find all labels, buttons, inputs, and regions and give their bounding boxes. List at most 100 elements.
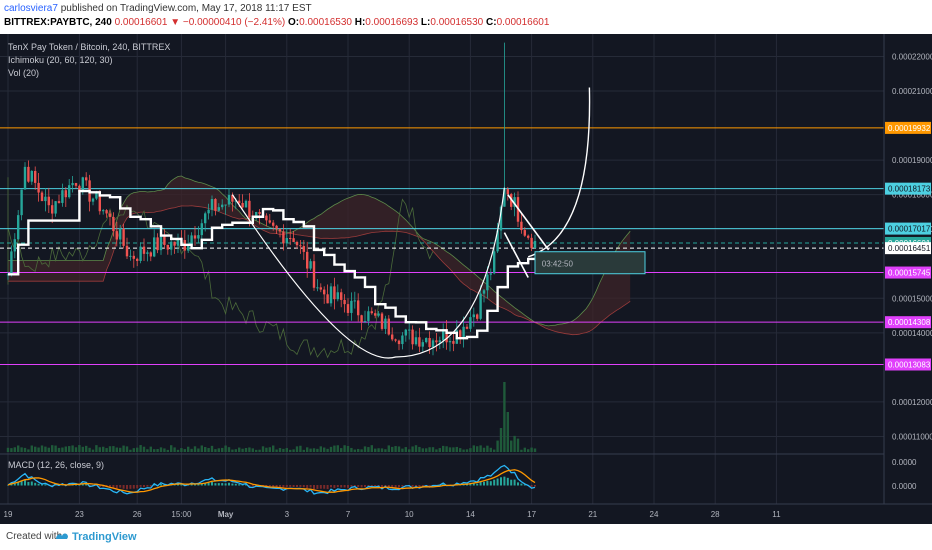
volume-bar bbox=[353, 449, 356, 452]
candle-body bbox=[414, 337, 418, 345]
close-value: 0.00016601 bbox=[496, 17, 550, 28]
volume-bar bbox=[20, 447, 23, 452]
chart-area[interactable]: 03:42:50 0.00022000 0.00021000 0.00019000 0… bbox=[0, 34, 932, 524]
macd-histogram-bar bbox=[81, 483, 84, 486]
flag-upper-line bbox=[507, 194, 550, 251]
volume-bar bbox=[153, 449, 156, 452]
price-tick-label: 0.00015000 bbox=[892, 294, 932, 303]
macd-histogram-bar bbox=[279, 485, 281, 487]
macd-histogram-bar bbox=[197, 484, 200, 486]
author-link[interactable]: carlosviera7 bbox=[4, 3, 58, 14]
macd-histogram-bar bbox=[500, 477, 502, 486]
candle-body bbox=[170, 241, 173, 250]
candle-body bbox=[401, 335, 404, 345]
price-level-tag bbox=[885, 266, 931, 279]
volume-bar bbox=[51, 445, 54, 452]
candle-body bbox=[476, 314, 479, 319]
volume-bar bbox=[44, 446, 47, 452]
volume-bar bbox=[81, 446, 84, 452]
price-tick-label: 0.00021000 bbox=[892, 87, 932, 96]
candle-body bbox=[102, 210, 105, 212]
candle-body bbox=[482, 290, 486, 294]
macd-histogram-bar bbox=[207, 482, 210, 486]
volume-bar bbox=[115, 447, 118, 452]
volume-bar bbox=[238, 447, 241, 452]
price-tick-label: 0.00019000 bbox=[892, 156, 932, 165]
macd-legend[interactable]: MACD (12, 26, close, 9) bbox=[8, 460, 105, 470]
volume-bar bbox=[23, 447, 27, 452]
macd-histogram-bar bbox=[251, 485, 254, 487]
price-tick-label: 0.00011000 bbox=[892, 432, 932, 441]
volume-bar bbox=[132, 448, 135, 452]
macd-histogram-bar bbox=[7, 485, 9, 486]
candle-body bbox=[156, 237, 159, 251]
senkou-span-b bbox=[8, 205, 631, 336]
volume-bar bbox=[520, 449, 523, 452]
tradingview-brand[interactable]: TradingView bbox=[72, 531, 137, 543]
candle-body bbox=[523, 230, 526, 236]
price-level-label: 0.00018173 bbox=[888, 185, 931, 194]
volume-bar bbox=[244, 447, 248, 452]
macd-histogram-bar bbox=[289, 485, 292, 487]
macd-histogram-bar bbox=[122, 485, 125, 489]
time-tick-label: 28 bbox=[711, 510, 720, 519]
volume-bar bbox=[183, 449, 186, 452]
macd-histogram-bar bbox=[27, 481, 30, 486]
volume-bar bbox=[312, 448, 316, 452]
candle-body bbox=[326, 294, 329, 304]
candle-body bbox=[435, 340, 438, 343]
candle-body bbox=[119, 228, 122, 240]
candle-body bbox=[146, 252, 149, 254]
macd-histogram-bar bbox=[248, 485, 251, 487]
volume-bar bbox=[125, 446, 129, 452]
volume-bar bbox=[255, 449, 258, 452]
volume-bar bbox=[142, 446, 146, 452]
volume-bar bbox=[401, 448, 404, 452]
candle-body bbox=[394, 339, 397, 341]
publish-header: carlosviera7 published on TradingView.co… bbox=[0, 0, 932, 34]
volume-bar bbox=[272, 445, 275, 452]
candle-body bbox=[425, 338, 428, 343]
volume-bar bbox=[17, 445, 20, 452]
macd-histogram-bar bbox=[24, 480, 26, 486]
vol-legend[interactable]: Vol (20) bbox=[8, 68, 40, 78]
macd-histogram-bar bbox=[343, 485, 346, 488]
candle-body bbox=[408, 329, 411, 331]
volume-bar bbox=[27, 449, 30, 452]
volume-bar bbox=[346, 445, 350, 452]
last-price: 0.00016601 bbox=[114, 17, 168, 28]
candle-body bbox=[506, 189, 509, 195]
target-box bbox=[534, 251, 646, 275]
candle-body bbox=[472, 314, 475, 318]
macd-histogram-bar bbox=[112, 485, 115, 489]
candle-body bbox=[289, 238, 292, 240]
candle-body bbox=[275, 225, 278, 229]
candle-body bbox=[27, 166, 30, 182]
candle-body bbox=[105, 210, 108, 214]
macd-histogram-bar bbox=[513, 479, 516, 486]
volume-bar bbox=[499, 428, 503, 452]
ichimoku-legend[interactable]: Ichimoku (20, 60, 120, 30) bbox=[8, 55, 113, 65]
volume-bar bbox=[64, 446, 67, 452]
volume-bar bbox=[68, 446, 71, 452]
volume-bar bbox=[61, 447, 64, 452]
candle-body bbox=[74, 183, 78, 186]
price-level-label: 0.00015745 bbox=[888, 269, 931, 278]
volume-bar bbox=[85, 445, 88, 452]
volume-bar bbox=[136, 447, 139, 452]
time-tick-label: 11 bbox=[772, 510, 781, 519]
macd-histogram-bar bbox=[265, 485, 268, 487]
candle-body bbox=[380, 313, 384, 329]
volume-bar bbox=[37, 447, 40, 452]
candle-body bbox=[336, 292, 339, 300]
macd-histogram-bar bbox=[241, 484, 244, 486]
price-chart-svg[interactable]: 03:42:50 0.000220000.000210000.000190000… bbox=[0, 34, 932, 524]
volume-bar bbox=[472, 445, 475, 452]
volume-bar bbox=[207, 448, 210, 452]
macd-histogram-bar bbox=[340, 485, 343, 488]
volume-bar bbox=[289, 449, 292, 452]
candle-body bbox=[190, 235, 193, 245]
macd-histogram-bar bbox=[530, 485, 533, 487]
volume-bar bbox=[119, 447, 122, 452]
macd-histogram-bar bbox=[109, 485, 111, 488]
